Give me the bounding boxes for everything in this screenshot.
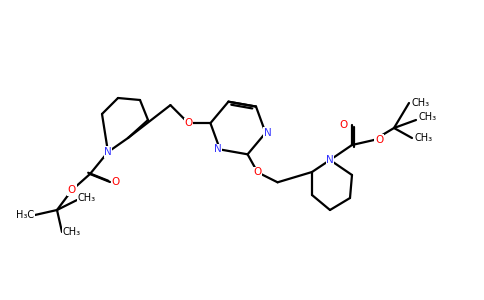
- Text: N: N: [104, 147, 112, 157]
- Text: O: O: [68, 185, 76, 195]
- Text: N: N: [326, 155, 334, 165]
- Text: CH₃: CH₃: [412, 98, 430, 108]
- Text: CH₃: CH₃: [419, 112, 437, 122]
- Text: O: O: [375, 135, 383, 145]
- Text: N: N: [264, 128, 272, 138]
- Text: CH₃: CH₃: [78, 193, 96, 203]
- Text: O: O: [254, 167, 262, 177]
- Text: CH₃: CH₃: [415, 133, 433, 143]
- Text: CH₃: CH₃: [63, 227, 81, 237]
- Text: N: N: [214, 144, 222, 154]
- Text: O: O: [340, 120, 348, 130]
- Text: O: O: [112, 177, 120, 187]
- Text: H₃C: H₃C: [16, 210, 34, 220]
- Text: O: O: [184, 118, 193, 128]
